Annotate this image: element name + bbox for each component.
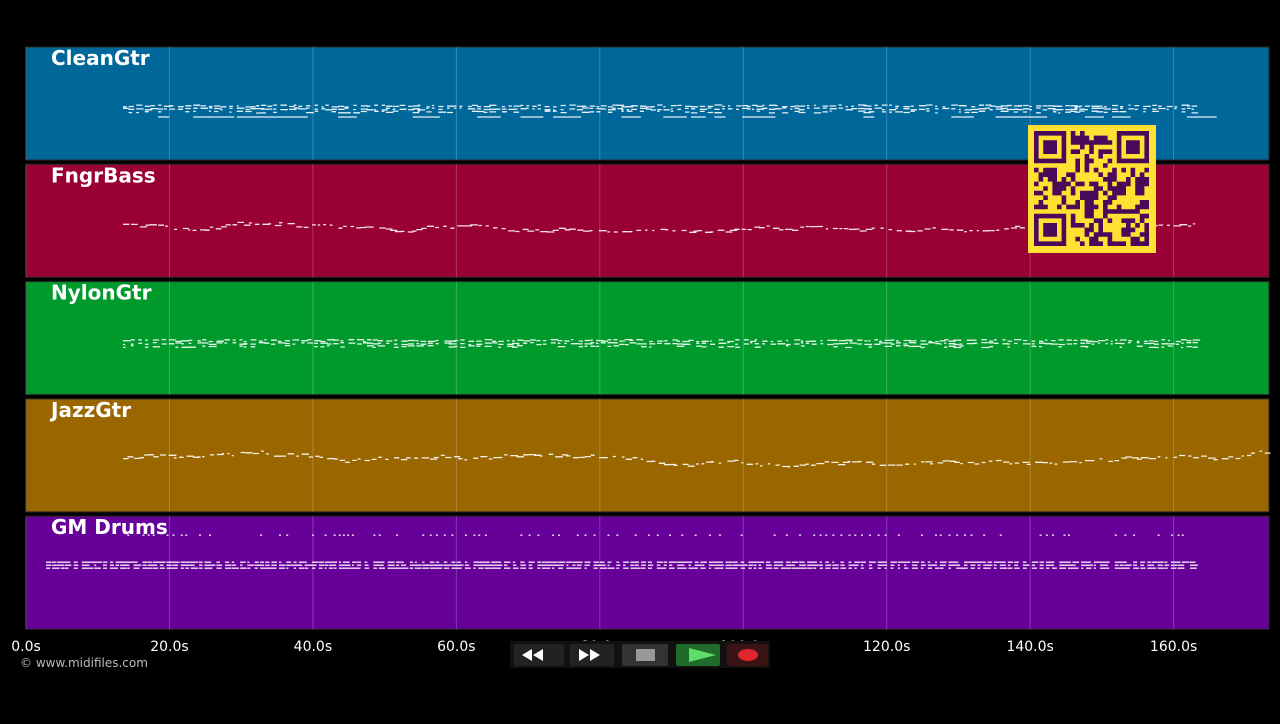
track: NylonGtr [25, 281, 1270, 396]
note-strokes [123, 338, 1201, 349]
notes [123, 104, 1217, 118]
time-tick-label: 60.0s [437, 639, 475, 655]
track: JazzGtr [25, 398, 1271, 513]
time-tick-label: 160.0s [1150, 639, 1197, 655]
qr-modules [1034, 131, 1149, 246]
stop-button[interactable] [622, 644, 668, 666]
rewind-button[interactable] [514, 644, 564, 666]
qr-code [1028, 125, 1156, 253]
transport-controls [510, 641, 770, 668]
play-button[interactable] [676, 644, 720, 666]
forward-button[interactable] [570, 644, 614, 666]
time-tick-label: 0.0s [11, 639, 41, 655]
track-name: NylonGtr [51, 281, 152, 305]
notes [123, 450, 1271, 468]
notes [46, 534, 1198, 569]
track-name: FngrBass [51, 163, 156, 187]
track-panel [25, 281, 1270, 396]
time-tick-label: 120.0s [863, 639, 910, 655]
note-strokes [123, 450, 1271, 468]
note-strokes [46, 534, 1198, 569]
notes [123, 338, 1201, 349]
time-tick-label: 20.0s [150, 639, 188, 655]
time-tick-label: 140.0s [1006, 639, 1053, 655]
note-strokes [123, 104, 1217, 118]
track: GM Drums [25, 515, 1270, 630]
copyright: © www.midifiles.com [20, 656, 148, 670]
time-tick-label: 40.0s [294, 639, 332, 655]
track-name: CleanGtr [51, 46, 150, 70]
track-name: GM Drums [51, 515, 168, 539]
track-panel [25, 515, 1270, 630]
record-button[interactable] [727, 644, 768, 666]
track-name: JazzGtr [49, 398, 131, 422]
